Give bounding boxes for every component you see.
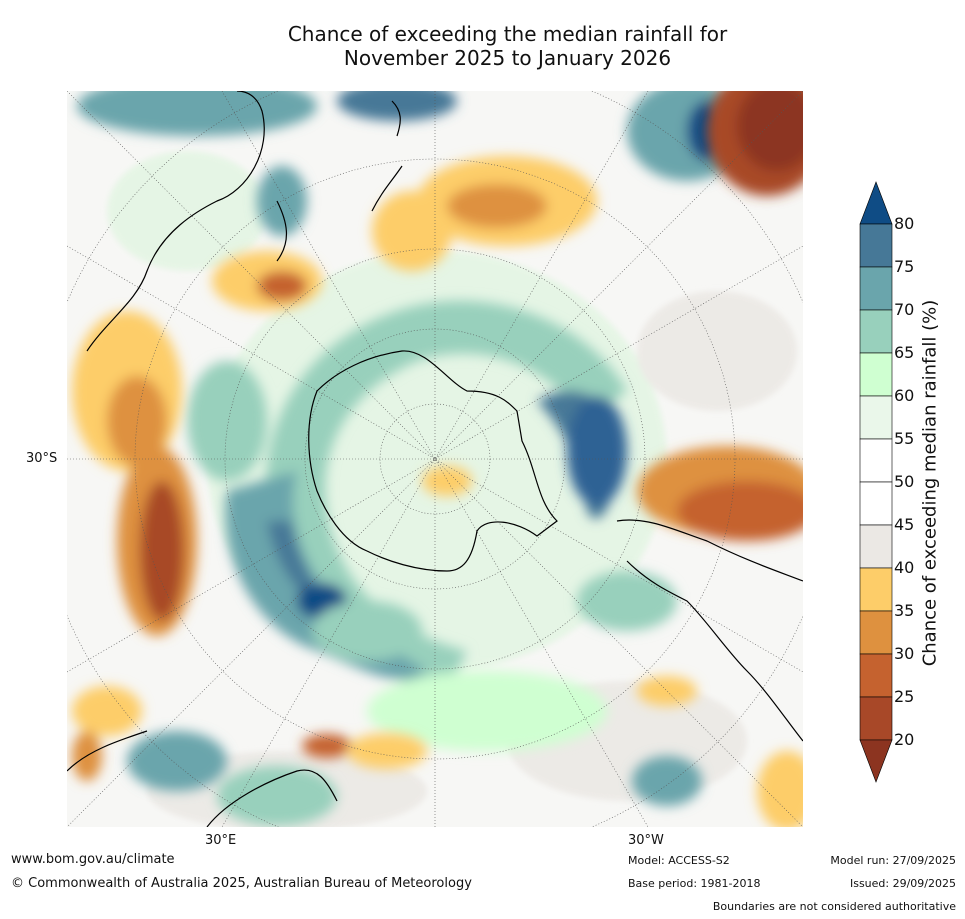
legend-tick-65: 65 <box>894 343 915 362</box>
legend-tick-70: 70 <box>894 300 915 319</box>
legend-arrow-bottom <box>859 739 893 783</box>
coastlines <box>67 91 803 827</box>
antarctica-coast <box>308 350 558 572</box>
issued-date: Issued: 29/09/2025 <box>849 877 956 890</box>
australia-coast <box>86 91 288 352</box>
legend-band-65-60 <box>859 352 893 397</box>
legend-band-55-50 <box>859 438 893 483</box>
title-line-2: November 2025 to January 2026 <box>343 46 672 70</box>
model-name: Model: ACCESS-S2 <box>628 854 730 867</box>
map-canvas <box>67 91 803 827</box>
lon-label-30e: 30°E <box>205 833 237 848</box>
legend-band-30-25 <box>859 653 893 698</box>
legend-colorbar <box>859 181 893 783</box>
legend-band-40-35 <box>859 567 893 612</box>
legend-band-45-40 <box>859 524 893 569</box>
dry-anomaly-regions <box>72 91 803 827</box>
copyright: © Commonwealth of Australia 2025, Austra… <box>11 876 472 891</box>
new-zealand-coast <box>371 100 403 212</box>
legend-band-25-20 <box>859 696 893 741</box>
legend-band-70-65 <box>859 309 893 354</box>
legend-tick-25: 25 <box>894 687 915 706</box>
legend-tick-35: 35 <box>894 601 915 620</box>
legend-tick-80: 80 <box>894 214 915 233</box>
rainfall-map[interactable] <box>67 91 803 827</box>
legend-band-35-30 <box>859 610 893 655</box>
legend-tick-60: 60 <box>894 386 915 405</box>
lat-label-30s: 30°S <box>26 451 58 466</box>
legend-title: Chance of exceeding median rainfall (%) <box>919 299 941 667</box>
legend-band-75-70 <box>859 266 893 311</box>
legend-band-60-55 <box>859 395 893 440</box>
disclaimer: Boundaries are not considered authoritat… <box>712 900 956 913</box>
map-title: Chance of exceeding the median rainfall … <box>180 22 835 70</box>
legend-tick-40: 40 <box>894 558 915 577</box>
south-america-coast <box>616 519 803 742</box>
model-run: Model run: 27/09/2025 <box>830 854 956 867</box>
legend-tick-30: 30 <box>894 644 915 663</box>
legend-tick-45: 45 <box>894 515 915 534</box>
legend-tick-75: 75 <box>894 257 915 276</box>
legend-tick-50: 50 <box>894 472 915 491</box>
legend-tick-55: 55 <box>894 429 915 448</box>
legend-tick-20: 20 <box>894 730 915 749</box>
legend-band-50-45 <box>859 481 893 526</box>
graticule <box>67 91 803 827</box>
title-line-1: Chance of exceeding the median rainfall … <box>287 22 728 46</box>
base-period: Base period: 1981-2018 <box>628 877 761 890</box>
legend-arrow-top <box>859 181 893 225</box>
africa-coast <box>67 730 338 827</box>
website-link[interactable]: www.bom.gov.au/climate <box>11 852 175 867</box>
lon-label-30w: 30°W <box>628 833 664 848</box>
legend-band-80-75 <box>859 223 893 268</box>
